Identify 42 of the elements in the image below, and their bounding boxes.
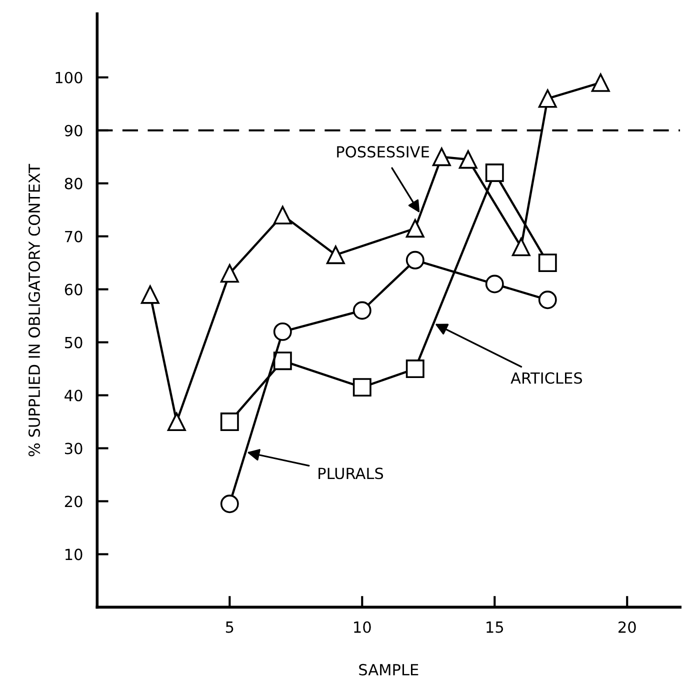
point [458,150,478,169]
point [273,206,292,224]
point [485,274,504,294]
y-tick-label: 70 [65,230,82,242]
point [167,412,186,431]
x-axis-title: SAMPLE [359,664,418,676]
x-tick-label: 20 [618,621,636,633]
y-tick-label: 30 [64,442,82,454]
annotation: POSSESSIVE [337,146,429,158]
point [406,360,424,378]
x-tick-label: 15 [486,622,504,633]
point [538,254,557,272]
x-tick-label: 5 [226,622,234,633]
point [512,238,530,256]
y-tick-label: 90 [64,124,82,136]
annotation: PLURALS [318,468,384,480]
point [538,290,557,310]
point [273,352,292,370]
point [273,322,292,341]
point [220,412,239,431]
point [220,494,239,514]
y-tick-label: 60 [64,284,82,296]
y-tick-label: 10 [66,548,82,560]
point [406,250,424,270]
point [220,264,239,283]
point [485,164,504,182]
point [432,148,451,166]
point [326,246,345,264]
annotation: ARTICLES [510,372,582,384]
point [538,89,557,108]
y-axis-title: % SUPPLIED IN OBLIGATORY CONTEXT [28,164,40,456]
y-tick-label: 40 [64,390,82,402]
point [140,285,160,304]
point [352,378,372,397]
y-tick-label: 100 [56,72,82,84]
x-tick-label: 10 [354,621,371,633]
point [591,73,610,92]
point [406,219,424,238]
point [352,301,372,320]
y-tick-label: 80 [64,178,82,190]
y-tick-label: 20 [64,496,82,508]
y-tick-label: 50 [65,336,82,348]
